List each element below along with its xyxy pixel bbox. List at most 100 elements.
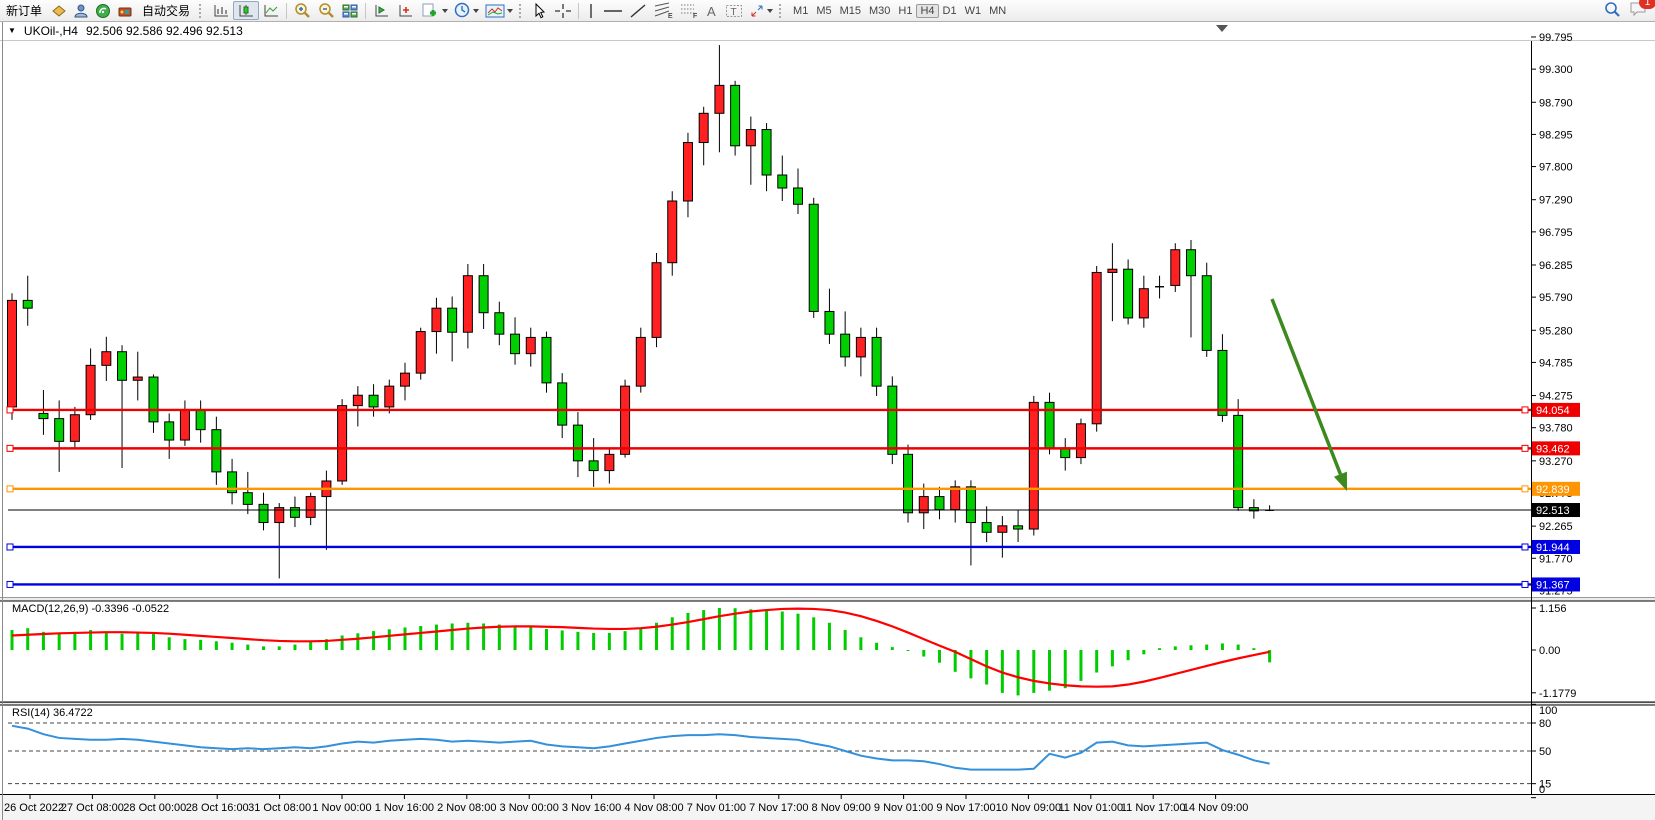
line-handle[interactable] <box>6 543 14 551</box>
chart-shift-marker[interactable] <box>1216 25 1228 32</box>
horizontal-line-icon[interactable] <box>600 1 626 20</box>
macd-tick-label: 0.00 <box>1539 645 1560 657</box>
time-tick-label: 28 Oct 16:00 <box>186 802 249 814</box>
timeframe-h4[interactable]: H4 <box>916 3 939 18</box>
candle-body <box>855 336 866 358</box>
order-book-icon[interactable] <box>48 1 70 20</box>
candle-body <box>494 312 505 335</box>
new-order-button[interactable]: 新订单 <box>0 1 48 20</box>
candle-body <box>635 336 646 387</box>
indicator-window-icon[interactable] <box>369 1 393 20</box>
zoom-out-icon[interactable] <box>314 1 338 20</box>
line-handle[interactable] <box>1521 485 1529 493</box>
drawn-arrow-head[interactable] <box>1333 471 1347 491</box>
candle-body <box>478 275 489 314</box>
indicator-add-icon[interactable] <box>393 1 417 20</box>
timeframe-mn[interactable]: MN <box>985 4 1010 18</box>
rsi-tick-label: 80 <box>1539 718 1551 730</box>
line-handle[interactable] <box>6 406 14 414</box>
macd-histogram-bar <box>717 608 721 651</box>
macd-histogram-bar <box>812 617 816 651</box>
time-scale[interactable] <box>0 794 1655 820</box>
label-icon[interactable]: T <box>722 1 746 20</box>
text-icon[interactable]: A <box>702 1 722 20</box>
timeframe-m15[interactable]: M15 <box>836 4 865 18</box>
time-tick-label: 28 Oct 00:00 <box>123 802 186 814</box>
macd-histogram-bar <box>199 639 203 651</box>
time-tick-label: 31 Oct 08:00 <box>248 802 311 814</box>
drawn-arrow[interactable] <box>1270 298 1343 475</box>
accounts-icon[interactable] <box>70 1 92 20</box>
line-handle[interactable] <box>1521 406 1529 414</box>
autotrade-icon[interactable] <box>114 1 136 20</box>
symbol-dropdown-icon[interactable]: ▼ <box>8 26 16 35</box>
candle-body <box>1201 275 1212 351</box>
line-handle[interactable] <box>1521 543 1529 551</box>
autotrade-button[interactable]: 自动交易 <box>136 1 196 20</box>
rsi-tick-label: 15 <box>1539 779 1551 791</box>
line-handle[interactable] <box>6 444 14 452</box>
timeframe-w1[interactable]: W1 <box>961 4 986 18</box>
pane-separator[interactable] <box>0 597 1655 602</box>
chat-icon[interactable]: 1 <box>1629 0 1655 21</box>
svg-text:F: F <box>693 13 697 19</box>
trend-line-icon[interactable] <box>626 1 650 20</box>
time-tick-label: 7 Nov 17:00 <box>749 802 808 814</box>
candle-body <box>211 429 222 473</box>
signal-icon[interactable] <box>92 1 114 20</box>
zoom-in-icon[interactable] <box>290 1 314 20</box>
macd-histogram-bar <box>104 631 108 651</box>
macd-histogram-bar <box>466 622 470 651</box>
timeframe-m30[interactable]: M30 <box>865 4 894 18</box>
template-icon[interactable] <box>482 1 516 20</box>
price-scale[interactable] <box>1532 41 1655 794</box>
candle-body <box>431 307 442 333</box>
line-handle[interactable] <box>6 580 14 588</box>
bar-chart-type-icon[interactable] <box>209 1 233 20</box>
chart-symbol-period: UKOil-,H4 <box>23 24 78 38</box>
candle-body <box>965 486 976 524</box>
candle-body <box>1233 414 1244 509</box>
macd-histogram-bar <box>827 622 831 651</box>
price-tick-label: 94.785 <box>1539 357 1573 369</box>
timeframe-h1[interactable]: H1 <box>894 4 916 18</box>
time-tick-label: 4 Nov 08:00 <box>624 802 683 814</box>
timeframe-m1[interactable]: M1 <box>789 4 812 18</box>
macd-histogram-bar <box>230 642 234 651</box>
line-handle[interactable] <box>1521 444 1529 452</box>
macd-histogram-bar <box>419 626 423 651</box>
tile-windows-icon[interactable] <box>338 1 362 20</box>
macd-histogram-bar <box>796 613 800 651</box>
vertical-line-icon[interactable] <box>582 1 600 20</box>
fibonacci-icon[interactable]: E <box>650 1 676 20</box>
macd-histogram-bar <box>890 647 894 651</box>
candle-chart-type-icon[interactable] <box>233 1 260 20</box>
line-handle[interactable] <box>1521 580 1529 588</box>
chevron-down-icon <box>442 8 449 13</box>
svg-text:E: E <box>668 13 673 19</box>
macd-histogram-bar <box>120 633 124 651</box>
candle-body <box>1123 268 1134 319</box>
timeframe-m5[interactable]: M5 <box>812 4 835 18</box>
macd-histogram-bar <box>293 644 297 651</box>
candle-body <box>1138 288 1149 319</box>
candle-body <box>588 460 599 472</box>
periods-icon[interactable] <box>451 1 482 20</box>
macd-histogram-bar <box>529 627 533 651</box>
candle-body <box>1170 249 1181 286</box>
line-handle[interactable] <box>6 485 14 493</box>
pane-separator[interactable] <box>0 702 1655 706</box>
macd-histogram-bar <box>639 627 643 651</box>
cursor-icon[interactable] <box>529 1 551 20</box>
timeframe-d1[interactable]: D1 <box>939 4 961 18</box>
cycles-icon[interactable]: F <box>676 1 702 20</box>
line-chart-type-icon[interactable] <box>259 1 283 20</box>
arrows-icon[interactable] <box>746 1 776 20</box>
search-icon[interactable] <box>1603 0 1621 21</box>
crosshair-icon[interactable] <box>551 1 575 20</box>
new-chart-icon[interactable] <box>417 1 451 20</box>
notification-badge: 1 <box>1639 0 1655 9</box>
candle-body <box>1013 525 1024 530</box>
chart-plot-area[interactable] <box>0 40 1655 794</box>
